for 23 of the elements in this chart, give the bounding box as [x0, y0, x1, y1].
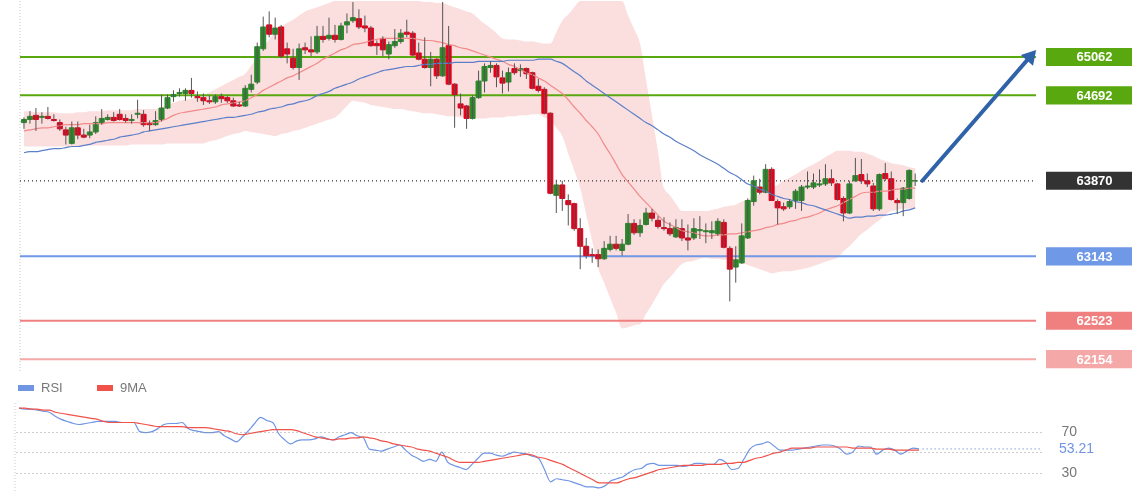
y-tick-label: 63870	[1076, 173, 1113, 189]
line-series	[23, 58, 916, 219]
candlestick	[272, 17, 279, 40]
ref-line-label: 53.21	[1059, 439, 1095, 456]
candlestick	[62, 126, 69, 145]
y-tick-label: 65062	[1076, 49, 1113, 65]
y-tick-label: 30	[1061, 464, 1078, 481]
candlestick	[846, 180, 853, 215]
candlestick	[134, 99, 141, 119]
candlestick	[553, 179, 560, 214]
y-tick-label: 62523	[1076, 313, 1113, 329]
candlestick	[188, 77, 195, 99]
candlestick	[511, 62, 518, 76]
candlestick	[505, 67, 512, 92]
y-tick-label: 64692	[1076, 87, 1113, 103]
y-tick-label: 70	[1061, 423, 1078, 440]
candlestick	[128, 113, 135, 125]
candlestick	[212, 94, 219, 105]
y-tick-label: 63143	[1076, 248, 1113, 264]
legend-label: 9MA	[120, 380, 148, 395]
y-tick-label: 62154	[1076, 351, 1114, 367]
candlestick	[266, 10, 273, 38]
legend-label: RSI	[41, 380, 63, 395]
